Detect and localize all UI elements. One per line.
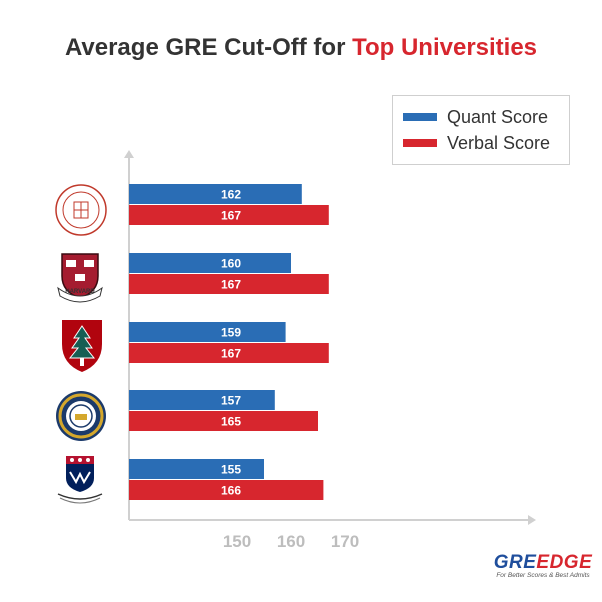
harvard-shield-icon: HARVARD <box>52 248 108 304</box>
quant-bar-2 <box>129 253 291 273</box>
quant-data-label-4: 157 <box>221 394 241 408</box>
legend-item-quant: Quant Score <box>403 106 548 128</box>
legend-label-quant: Quant Score <box>447 106 549 127</box>
y-axis-arrow <box>124 150 134 158</box>
brand-tagline: For Better Scores & Best Admits <box>496 572 590 579</box>
legend-swatch-quant <box>403 113 437 121</box>
x-tick-label-150: 150 <box>223 532 251 551</box>
verbal-data-label-5: 166 <box>221 484 241 498</box>
x-tick-label-160: 160 <box>277 532 305 551</box>
university-seal-icon <box>53 182 109 238</box>
quant-data-label-1: 162 <box>221 188 241 202</box>
chart-title-main: Average GRE Cut-Off for <box>64 34 353 61</box>
x-axis-arrow <box>528 515 536 525</box>
verbal-bar-3 <box>129 343 329 363</box>
quant-bar-5 <box>129 459 264 479</box>
quant-bar-4 <box>129 390 275 410</box>
x-tick-label-170: 170 <box>331 532 359 551</box>
legend: Quant Score Verbal Score <box>392 95 570 165</box>
verbal-data-label-4: 165 <box>221 415 241 429</box>
verbal-bar-1 <box>129 205 329 225</box>
verbal-bar-2 <box>129 274 329 294</box>
legend-swatch-verbal <box>403 139 437 147</box>
legend-item-verbal: Verbal Score <box>403 132 550 154</box>
brand-name: GREEDGE <box>490 552 596 574</box>
verbal-data-label-3: 167 <box>221 347 241 361</box>
penn-shield-icon <box>52 452 108 508</box>
harvard-shield-text: HARVARD <box>65 289 95 295</box>
quant-bar-1 <box>129 184 302 204</box>
stanford-tree-icon <box>54 318 110 374</box>
quant-data-label-5: 155 <box>221 463 241 477</box>
verbal-bar-5 <box>129 480 324 500</box>
chart-title-accent: Top Universities <box>352 34 538 61</box>
quant-bar-3 <box>129 322 286 342</box>
legend-label-verbal: Verbal Score <box>447 132 551 153</box>
verbal-data-label-1: 167 <box>221 209 241 223</box>
brand-name-part1: GRE <box>493 552 537 573</box>
quant-data-label-3: 159 <box>221 326 241 340</box>
greedge-logo: GREEDGE For Better Scores & Best Admits <box>490 552 596 579</box>
verbal-bar-4 <box>129 411 318 431</box>
quant-data-label-2: 160 <box>221 257 241 271</box>
verbal-data-label-2: 167 <box>221 278 241 292</box>
chart-title: Average GRE Cut-Off for Top Universities <box>0 34 602 62</box>
berkeley-seal-icon <box>53 388 109 444</box>
brand-name-part2: EDGE <box>536 552 593 573</box>
